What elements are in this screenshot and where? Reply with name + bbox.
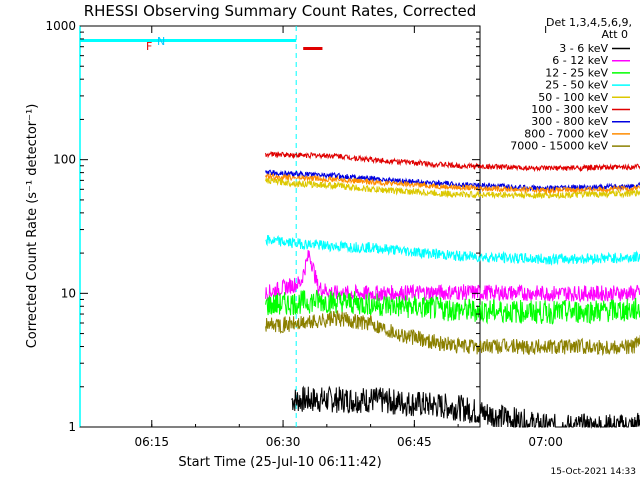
series-line-1 [265,249,640,303]
series-line-7 [265,172,640,195]
y-tick-label-0: 1 [68,420,76,434]
legend-label-8: 7000 - 15000 keV [510,140,608,153]
legend-label-5: 100 - 300 keV [531,103,608,116]
series-line-6 [265,169,640,192]
legend-title-line1: Det 1,3,4,5,6,9, [546,16,632,29]
flare-bar [303,47,323,50]
y-axis-label: Corrected Count Rate (s⁻¹ detector⁻¹) [25,104,40,349]
y-tick-label-2: 100 [53,153,76,167]
x-tick-label-2: 06:45 [397,435,432,449]
series-lines [265,151,640,429]
legend-title-line2: Att 0 [602,28,628,41]
legend-label-6: 300 - 800 keV [531,115,608,128]
series-line-2 [265,289,640,325]
axis-ticks: 06:1506:3006:4507:0007:1507:3007:4511010… [45,19,563,449]
series-line-5 [265,151,640,173]
x-tick-label-0: 06:15 [134,435,169,449]
y-tick-label-1: 10 [61,286,76,300]
x-axis-label: Start Time (25-Jul-10 06:11:42) [178,455,381,470]
legend-label-7: 800 - 7000 keV [524,127,608,140]
series-line-3 [265,235,640,266]
chart-title: RHESSI Observing Summary Count Rates, Co… [84,2,477,20]
flag-n-label: N [157,35,165,48]
legend-label-0: 3 - 6 keV [559,42,608,55]
flags: F N [146,35,165,53]
legend-label-1: 6 - 12 keV [552,54,608,67]
series-line-0 [291,385,640,429]
y-tick-label-3: 1000 [45,19,76,33]
plot-frame [79,25,481,428]
legend-label-4: 50 - 100 keV [538,91,608,104]
series-line-4 [265,176,640,200]
x-tick-label-1: 06:30 [266,435,301,449]
footer-date: 15-Oct-2021 14:33 [551,467,636,477]
plot-area: F N 06:1506:3006:4507:0007:1507:3007:451… [45,19,640,449]
night-bar-0 [80,39,297,42]
legend-label-3: 25 - 50 keV [545,79,608,92]
night-intervals [79,26,323,427]
x-tick-label-3: 07:00 [528,435,563,449]
flag-f-label: F [146,40,152,53]
series-line-8 [265,310,640,357]
legend-label-2: 12 - 25 keV [545,66,608,79]
